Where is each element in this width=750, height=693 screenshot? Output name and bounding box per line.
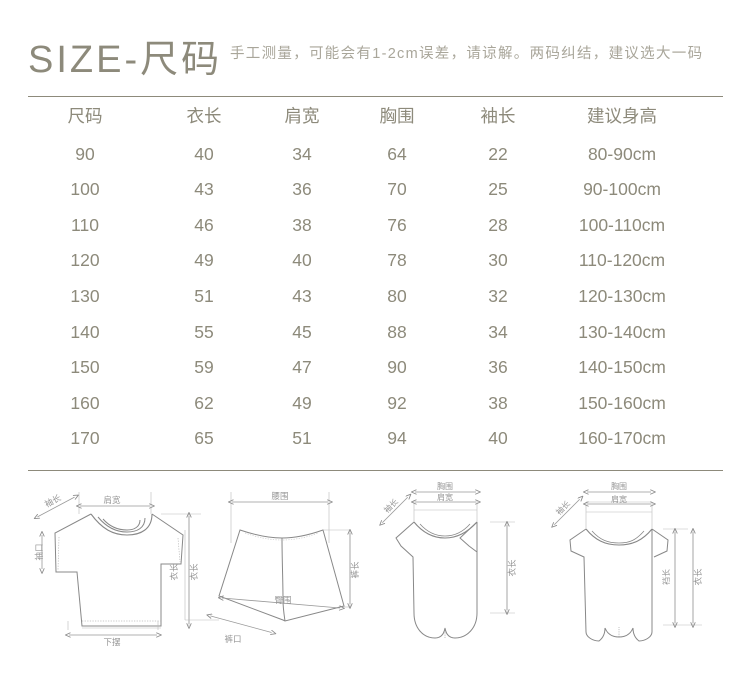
svg-text:衣长: 衣长: [507, 559, 517, 577]
svg-text:裆长: 裆长: [661, 569, 671, 585]
svg-text:裤长: 裤长: [350, 561, 360, 579]
svg-text:臀围: 臀围: [274, 595, 291, 605]
svg-text:肩宽: 肩宽: [437, 492, 453, 502]
svg-text:衣长: 衣长: [693, 568, 703, 586]
svg-text:袖口: 袖口: [34, 543, 44, 560]
svg-text:腰围: 腰围: [271, 491, 288, 501]
svg-text:胸围: 胸围: [437, 481, 453, 491]
svg-text:肩宽: 肩宽: [103, 495, 121, 505]
svg-text:胸围: 胸围: [611, 481, 627, 491]
svg-text:肩宽: 肩宽: [611, 494, 627, 504]
svg-text:衣长: 衣长: [169, 563, 179, 581]
svg-text:衣长: 衣长: [189, 563, 199, 581]
svg-text:袖长: 袖长: [382, 497, 400, 515]
svg-text:裤口: 裤口: [224, 634, 241, 644]
svg-text:袖长: 袖长: [43, 492, 63, 509]
svg-text:下摆: 下摆: [103, 637, 121, 647]
svg-text:袖长: 袖长: [554, 499, 572, 517]
